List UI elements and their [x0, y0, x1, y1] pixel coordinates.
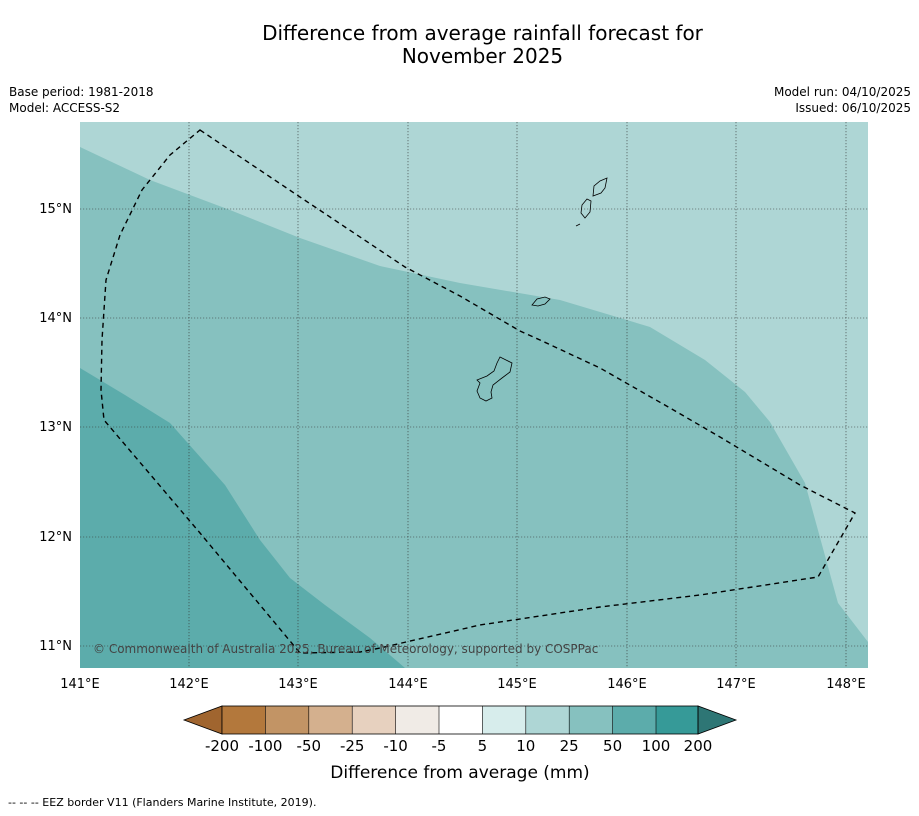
- lat-label: 12°N: [39, 530, 72, 545]
- eez-border: [100, 129, 856, 654]
- title-line-1: Difference from average rainfall forecas…: [262, 21, 703, 45]
- lon-ticks: 141°E 142°E 143°E 144°E 145°E 146°E 147°…: [60, 677, 866, 692]
- lon-label: 142°E: [169, 677, 209, 692]
- issued-date: Issued: 06/10/2025: [795, 101, 911, 115]
- colorbar-label: -100: [248, 737, 282, 755]
- eez-footnote: -- -- -- EEZ border V11 (Flanders Marine…: [8, 796, 317, 809]
- colorbar-swatch: [569, 706, 613, 734]
- colorbar-label: 50: [603, 737, 622, 755]
- lon-label: 144°E: [388, 677, 428, 692]
- lon-label: 141°E: [60, 677, 100, 692]
- colorbar-label: -200: [205, 737, 239, 755]
- meta-right: Model run: 04/10/2025 Issued: 06/10/2025: [774, 84, 911, 116]
- lat-label: 14°N: [39, 311, 72, 326]
- lat-ticks: 15°N 14°N 13°N 12°N 11°N: [39, 202, 72, 654]
- colorbar-label: 25: [560, 737, 579, 755]
- colorbar-swatch: [265, 706, 309, 734]
- colorbar-label: -25: [340, 737, 365, 755]
- colorbar-swatch: [525, 706, 570, 734]
- colorbar-label: 200: [684, 737, 713, 755]
- region-25-50: [80, 147, 868, 668]
- base-period: Base period: 1981-2018: [9, 85, 154, 99]
- chart-title: Difference from average rainfall forecas…: [0, 22, 919, 68]
- colorbar-label: -5: [432, 737, 447, 755]
- graticule: [80, 122, 868, 668]
- colorbar-label: 5: [478, 737, 488, 755]
- colorbar-swatch: [395, 706, 439, 734]
- copyright-text: © Commonwealth of Australia 2025, Bureau…: [93, 642, 598, 656]
- meta-left: Base period: 1981-2018 Model: ACCESS-S2: [9, 84, 154, 116]
- colorbar-label: -50: [297, 737, 322, 755]
- model-name: Model: ACCESS-S2: [9, 101, 121, 115]
- colorbar-swatch: [222, 706, 266, 734]
- colorbar-title: Difference from average (mm): [330, 763, 589, 783]
- colorbar-swatch: [482, 706, 526, 734]
- lon-label: 145°E: [497, 677, 537, 692]
- colorbar-swatch: [308, 706, 353, 734]
- colorbar-label: 10: [516, 737, 535, 755]
- islands: [476, 177, 608, 402]
- lon-label: 146°E: [607, 677, 647, 692]
- colorbar-label: -10: [383, 737, 408, 755]
- colorbar-extend-high: [697, 705, 738, 735]
- lon-label: 148°E: [826, 677, 866, 692]
- map-area: © Commonwealth of Australia 2025, Bureau…: [80, 122, 868, 668]
- colorbar-labels: -200 -100 -50 -25 -10 -5 5 10 25 50 100 …: [205, 737, 712, 755]
- colorbar-swatch: [656, 706, 698, 734]
- colorbar-dividers: [265, 706, 657, 734]
- model-run: Model run: 04/10/2025: [773, 85, 911, 99]
- island-guam: [476, 356, 513, 402]
- lat-label: 11°N: [39, 639, 72, 654]
- island-saipan: [592, 177, 608, 197]
- region-50-100: [80, 368, 405, 668]
- colorbar-extend-low: [182, 705, 223, 735]
- title-line-2: November 2025: [401, 44, 564, 68]
- lat-label: 15°N: [39, 202, 72, 217]
- lon-label: 147°E: [716, 677, 756, 692]
- island-aguijan: [575, 223, 581, 227]
- lat-label: 13°N: [39, 420, 72, 435]
- island-rota: [531, 296, 551, 307]
- colorbar-swatch: [612, 706, 656, 734]
- lon-label: 143°E: [278, 677, 318, 692]
- colorbar-swatch: [439, 706, 483, 734]
- colorbar: -200 -100 -50 -25 -10 -5 5 10 25 50 100 …: [182, 705, 738, 783]
- colorbar-label: 100: [642, 737, 671, 755]
- colorbar-outline: [221, 705, 699, 735]
- island-tinian: [580, 198, 592, 219]
- colorbar-swatch: [352, 706, 396, 734]
